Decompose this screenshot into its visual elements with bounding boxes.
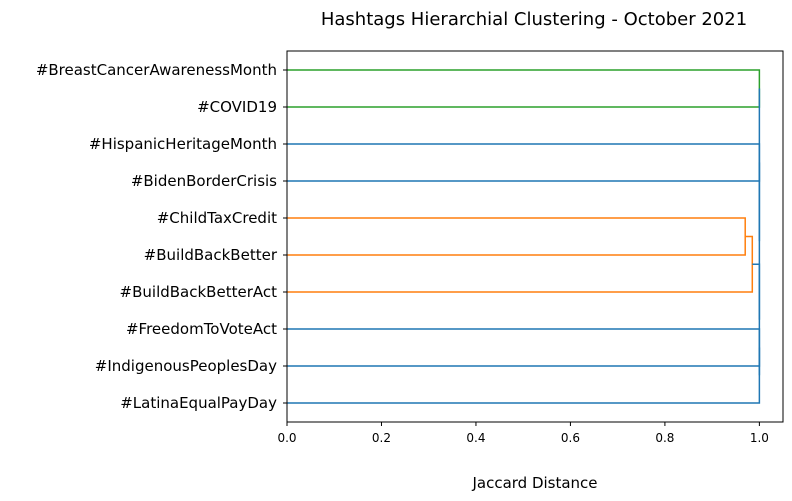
y-tick-label: #HispanicHeritageMonth <box>89 135 277 153</box>
x-tick-label: 0.6 <box>561 431 580 445</box>
dendrogram-link <box>752 263 761 376</box>
x-axis-label: Jaccard Distance <box>471 474 597 492</box>
dendrogram-link <box>287 347 761 404</box>
chart-title: Hashtags Hierarchial Clustering - Octobe… <box>321 9 747 30</box>
y-tick-label: #BuildBackBetterAct <box>120 283 278 301</box>
y-tick-label: #COVID19 <box>197 98 277 116</box>
y-tick-label: #LatinaEqualPayDay <box>120 394 277 412</box>
y-tick-label: #IndigenousPeoplesDay <box>95 357 277 375</box>
y-tick-label: #BidenBorderCrisis <box>131 172 277 190</box>
dendrogram-link <box>287 69 761 108</box>
dendrogram-link <box>287 235 754 293</box>
x-tick-label: 0.2 <box>372 431 391 445</box>
x-tick-label: 0.8 <box>655 431 674 445</box>
y-tick-label: #ChildTaxCredit <box>157 209 277 227</box>
y-tick-label: #BuildBackBetter <box>144 246 278 264</box>
x-tick-label: 1.0 <box>750 431 769 445</box>
dendrogram-link <box>287 217 746 256</box>
dendrogram-link <box>287 143 761 182</box>
x-tick-label: 0.0 <box>277 431 296 445</box>
y-tick-label: #BreastCancerAwarenessMonth <box>36 61 277 79</box>
dendrogram-link <box>287 328 761 367</box>
plot-frame <box>286 50 784 423</box>
x-tick-label: 0.4 <box>466 431 485 445</box>
y-tick-label: #FreedomToVoteAct <box>126 320 277 338</box>
